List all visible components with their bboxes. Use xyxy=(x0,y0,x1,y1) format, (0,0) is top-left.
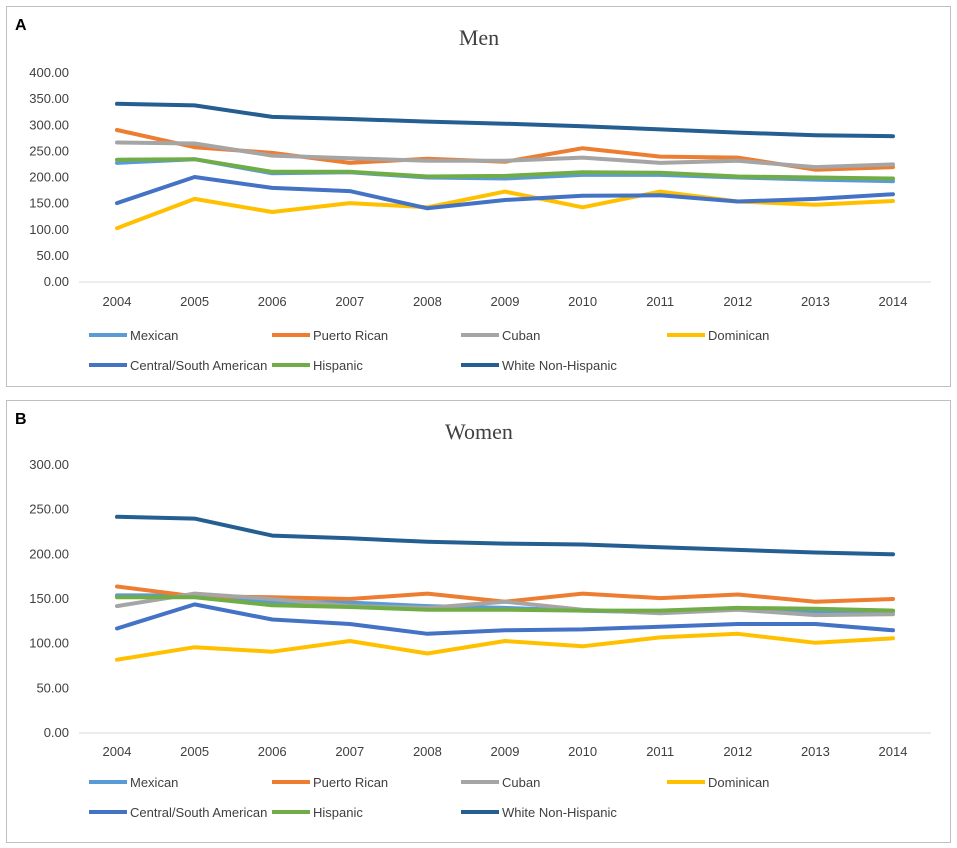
chart-title: Men xyxy=(459,25,499,50)
legend-label: White Non-Hispanic xyxy=(502,805,617,820)
x-tick-label: 2006 xyxy=(258,744,287,759)
series-line-cuban xyxy=(115,591,895,618)
x-tick-label: 2012 xyxy=(723,294,752,309)
legend-item: White Non-Hispanic xyxy=(461,358,617,373)
x-tick-label: 2010 xyxy=(568,294,597,309)
y-tick-label: 150.00 xyxy=(29,591,69,606)
legend-label: Central/South American xyxy=(130,358,267,373)
legend-item: Mexican xyxy=(89,328,178,343)
legend-item: Puerto Rican xyxy=(272,328,388,343)
legend-item: Puerto Rican xyxy=(272,775,388,790)
legend-label: Puerto Rican xyxy=(313,775,388,790)
series-line-central-south-american xyxy=(115,175,895,211)
y-tick-label: 100.00 xyxy=(29,222,69,237)
y-tick-label: 50.00 xyxy=(36,680,69,695)
legend-item: Central/South American xyxy=(89,358,267,373)
men-chart: Men 0.00 50.00 100.00 150.00 200.00 250.00 300.… xyxy=(29,25,931,373)
series-line-white-non-hispanic xyxy=(115,101,895,139)
legend-label: Mexican xyxy=(130,775,178,790)
legend-label: Central/South American xyxy=(130,805,267,820)
x-tick-label: 2012 xyxy=(723,744,752,759)
y-tick-label: 400.00 xyxy=(29,65,69,80)
series-line-hispanic xyxy=(115,595,895,613)
y-tick-label: 200.00 xyxy=(29,170,69,185)
legend-label: White Non-Hispanic xyxy=(502,358,617,373)
legend-item: Dominican xyxy=(667,775,769,790)
series-line-hispanic xyxy=(115,157,895,181)
legend-item: Hispanic xyxy=(272,805,363,820)
legend-label: Dominican xyxy=(708,328,769,343)
legend-label: Puerto Rican xyxy=(313,328,388,343)
x-tick-label: 2010 xyxy=(568,744,597,759)
series-line-white-non-hispanic xyxy=(115,514,895,557)
x-tick-label: 2009 xyxy=(491,744,520,759)
legend-label: Cuban xyxy=(502,775,540,790)
series-line-central-south-american xyxy=(115,602,895,636)
y-tick-label: 250.00 xyxy=(29,502,69,517)
legend-item: Cuban xyxy=(461,775,540,790)
y-tick-label: 50.00 xyxy=(36,248,69,263)
chart-panel-men: A Men 0.00 50.00 100.00 150.00 200.00 250.00 30… xyxy=(6,6,951,387)
y-tick-label: 150.00 xyxy=(29,196,69,211)
legend-item: Mexican xyxy=(89,775,178,790)
x-tick-label: 2009 xyxy=(491,294,520,309)
y-tick-label: 300.00 xyxy=(29,457,69,472)
series-line-dominican xyxy=(115,189,895,231)
x-tick-label: 2008 xyxy=(413,744,442,759)
series-line-cuban xyxy=(115,140,895,170)
x-tick-label: 2006 xyxy=(258,294,287,309)
legend-label: Cuban xyxy=(502,328,540,343)
y-tick-label: 300.00 xyxy=(29,117,69,132)
y-tick-label: 0.00 xyxy=(44,725,69,740)
x-tick-label: 2011 xyxy=(646,744,674,759)
y-tick-label: 0.00 xyxy=(44,274,69,289)
legend-item: Dominican xyxy=(667,328,769,343)
x-tick-label: 2008 xyxy=(413,294,442,309)
x-tick-label: 2007 xyxy=(335,294,364,309)
x-tick-label: 2004 xyxy=(103,294,132,309)
legend-item: Cuban xyxy=(461,328,540,343)
chart-panel-women: B Women 0.00 50.00 100.00 150.00 200.00 250.00… xyxy=(6,400,951,843)
y-tick-label: 250.00 xyxy=(29,143,69,158)
legend-label: Hispanic xyxy=(313,805,363,820)
x-tick-label: 2014 xyxy=(879,744,908,759)
x-tick-label: 2005 xyxy=(180,744,209,759)
x-tick-label: 2013 xyxy=(801,294,830,309)
y-tick-label: 100.00 xyxy=(29,636,69,651)
x-tick-label: 2007 xyxy=(335,744,364,759)
legend-label: Dominican xyxy=(708,775,769,790)
y-tick-label: 350.00 xyxy=(29,91,69,106)
legend-item: Hispanic xyxy=(272,358,363,373)
chart-title: Women xyxy=(445,419,513,444)
y-tick-label: 200.00 xyxy=(29,546,69,561)
x-tick-label: 2011 xyxy=(646,294,674,309)
legend-label: Hispanic xyxy=(313,358,363,373)
panel-label: A xyxy=(15,17,27,34)
legend-item: Central/South American xyxy=(89,805,267,820)
x-tick-label: 2013 xyxy=(801,744,830,759)
women-chart: Women 0.00 50.00 100.00 150.00 200.00 250.00 30… xyxy=(29,419,931,820)
x-tick-label: 2005 xyxy=(180,294,209,309)
panel-label: B xyxy=(15,411,27,428)
legend-item: White Non-Hispanic xyxy=(461,805,617,820)
series-line-dominican xyxy=(115,631,895,662)
x-tick-label: 2004 xyxy=(103,744,132,759)
x-tick-label: 2014 xyxy=(879,294,908,309)
legend-label: Mexican xyxy=(130,328,178,343)
